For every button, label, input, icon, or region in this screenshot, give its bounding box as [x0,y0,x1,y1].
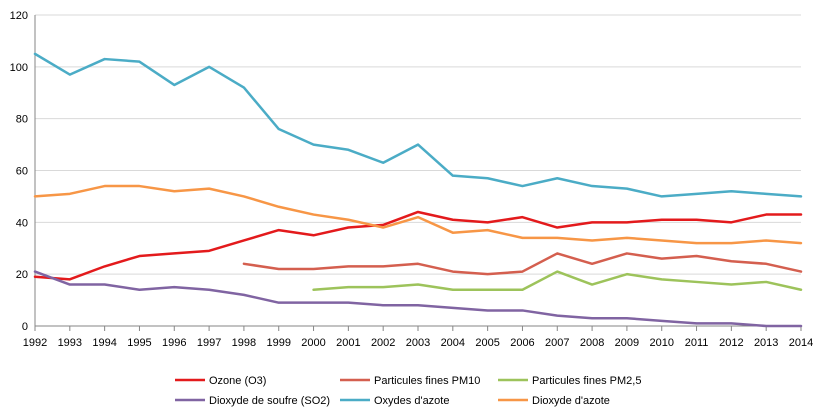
x-tick-label: 2000 [301,337,325,349]
y-axis-ticks: 0 20 40 60 80 100 120 [10,10,28,333]
series-line-5 [33,184,803,245]
x-tick-label: 2013 [754,337,778,349]
series-line-3 [33,270,803,328]
legend-item: Particules fines PM2,5 [498,375,641,387]
series-line-4 [33,52,803,198]
x-tick-label: 1999 [266,337,290,349]
x-tick-label: 2011 [685,337,709,349]
x-tick-label: 2006 [510,337,534,349]
x-tick-label: 2012 [719,337,743,349]
legend-item: Particules fines PM10 [340,375,480,387]
legend-label: Particules fines PM2,5 [532,375,641,387]
x-tick-label: 1992 [23,337,47,349]
x-tick-label: 2004 [441,337,465,349]
x-tick-label: 2009 [615,337,639,349]
x-tick-label: 2001 [336,337,360,349]
x-tick-label: 2008 [580,337,604,349]
legend: Ozone (O3) Particules fines PM10 Particule… [175,375,641,407]
y-tick-label: 100 [10,62,28,74]
y-tick-label: 0 [22,321,28,333]
y-tick-label: 40 [16,217,28,229]
x-tick-label: 2010 [649,337,673,349]
x-tick-label: 2002 [371,337,395,349]
legend-label: Dioxyde d'azote [532,395,610,407]
legend-item: Dioxyde de soufre (SO2) [175,395,330,407]
series-line-1 [242,252,803,276]
series-lines [33,52,803,328]
y-tick-label: 60 [16,166,28,178]
series-line-0 [33,210,803,281]
x-tick-label: 1997 [197,337,221,349]
x-axis-ticks: 1992 1993 1994 1995 1996 1997 1998 1999 2000 2001… [23,326,813,349]
legend-item: Dioxyde d'azote [498,395,610,407]
legend-label: Dioxyde de soufre (SO2) [209,395,330,407]
x-tick-label: 1993 [58,337,82,349]
x-tick-label: 2014 [789,337,813,349]
x-tick-label: 1995 [127,337,151,349]
legend-label: Particules fines PM10 [374,375,480,387]
x-tick-label: 1998 [232,337,256,349]
legend-item: Oxydes d'azote [340,395,449,407]
gridlines [35,14,801,275]
y-tick-label: 20 [16,269,28,281]
y-tick-label: 80 [16,114,28,126]
x-tick-label: 2005 [475,337,499,349]
x-tick-label: 1994 [92,337,116,349]
series-line-2 [312,270,803,291]
x-tick-label: 2007 [545,337,569,349]
legend-label: Oxydes d'azote [374,395,449,407]
x-tick-label: 1996 [162,337,186,349]
x-tick-label: 2003 [406,337,430,349]
legend-item: Ozone (O3) [175,375,266,387]
y-tick-label: 120 [10,10,28,22]
legend-label: Ozone (O3) [209,375,266,387]
